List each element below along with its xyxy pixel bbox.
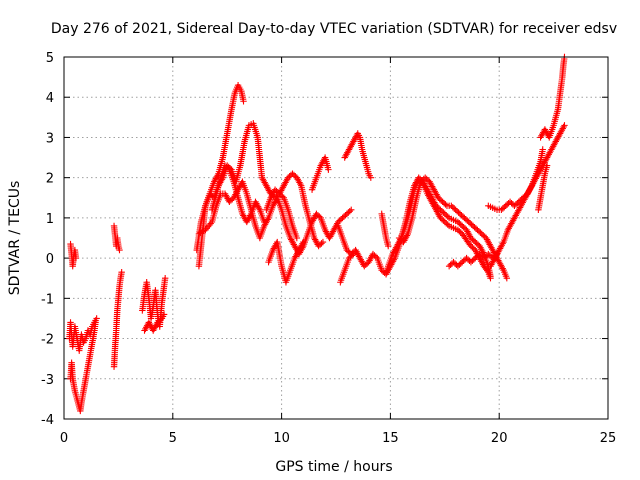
data-point-marker: [93, 315, 100, 322]
series-t18: [378, 210, 392, 250]
data-point-marker: [160, 311, 168, 318]
series-t26: [535, 162, 551, 214]
chart-title: Day 276 of 2021, Sidereal Day-to-day VTE…: [51, 21, 617, 37]
y-tick-label: 1: [46, 212, 54, 227]
data-point-marker: [316, 213, 323, 220]
y-tick-label: 5: [46, 51, 54, 66]
y-tick-label: 0: [46, 252, 54, 267]
data-point-marker: [240, 98, 247, 105]
data-point-marker: [350, 250, 357, 258]
x-tick-label: 25: [600, 431, 617, 446]
data-point-marker: [72, 254, 80, 262]
data-point-marker: [224, 165, 232, 172]
data-point-marker: [503, 275, 511, 282]
data-point-marker: [279, 193, 286, 200]
series-t2: [66, 315, 100, 354]
data-point-marker: [444, 213, 451, 220]
y-tick-label: -4: [41, 413, 54, 428]
data-point-marker: [118, 268, 125, 276]
data-point-marker: [561, 122, 568, 129]
series-t16: [337, 250, 357, 286]
series-t7: [141, 311, 168, 334]
series-t1: [67, 240, 80, 270]
y-tick-label: -3: [41, 373, 54, 388]
data-point-marker: [346, 207, 353, 215]
data-point-marker: [372, 253, 380, 260]
y-tick-label: 2: [46, 172, 54, 187]
data-point-marker: [161, 275, 169, 282]
data-point-marker: [92, 319, 99, 326]
data-point-marker: [325, 166, 332, 173]
plot-frame: [63, 56, 609, 420]
x-tick-label: 15: [382, 431, 399, 446]
x-axis-label: GPS time / hours: [275, 459, 392, 475]
series-t24: [487, 122, 568, 270]
data-point-marker: [444, 221, 451, 228]
data-point-marker: [319, 238, 327, 246]
series-t21: [398, 176, 494, 282]
data-point-marker: [260, 218, 268, 226]
series-t13: [263, 186, 301, 242]
series-t17: [341, 130, 375, 181]
data-point-marker: [418, 179, 425, 186]
tick-labels: 0 5 10 15 20 25 -4 -3 -2 -1 0 1 2 3 4 5: [41, 51, 616, 446]
y-tick-label: -1: [41, 292, 54, 307]
y-axis-label: SDTVAR / TECUs: [7, 181, 23, 296]
x-tick-label: 0: [60, 431, 68, 446]
data-point-marker: [539, 146, 546, 153]
data-point-marker: [385, 242, 392, 250]
data-points: [66, 53, 568, 415]
data-point-marker: [348, 206, 355, 214]
series-t3: [67, 319, 99, 415]
x-tick-label: 10: [273, 431, 290, 446]
series-t11: [208, 162, 268, 226]
y-tick-label: 4: [46, 91, 54, 106]
data-point-marker: [367, 174, 375, 181]
x-tick-label: 20: [491, 431, 508, 446]
data-point-marker: [157, 316, 164, 323]
x-tick-label: 5: [169, 431, 177, 446]
data-point-marker: [484, 267, 491, 274]
series-t5: [110, 268, 125, 370]
y-tick-label: 3: [46, 131, 54, 146]
y-tick-label: -2: [41, 333, 54, 348]
series-t12: [265, 238, 307, 286]
data-point-marker: [442, 201, 449, 208]
data-point-marker: [543, 162, 551, 169]
series-t14: [308, 154, 332, 193]
series-t4: [110, 222, 123, 254]
data-point-marker: [300, 238, 307, 246]
data-point-marker: [348, 252, 356, 259]
data-point-marker: [487, 275, 494, 282]
data-point-marker: [116, 246, 123, 254]
data-point-marker: [318, 240, 325, 247]
data-point-marker: [293, 234, 301, 242]
